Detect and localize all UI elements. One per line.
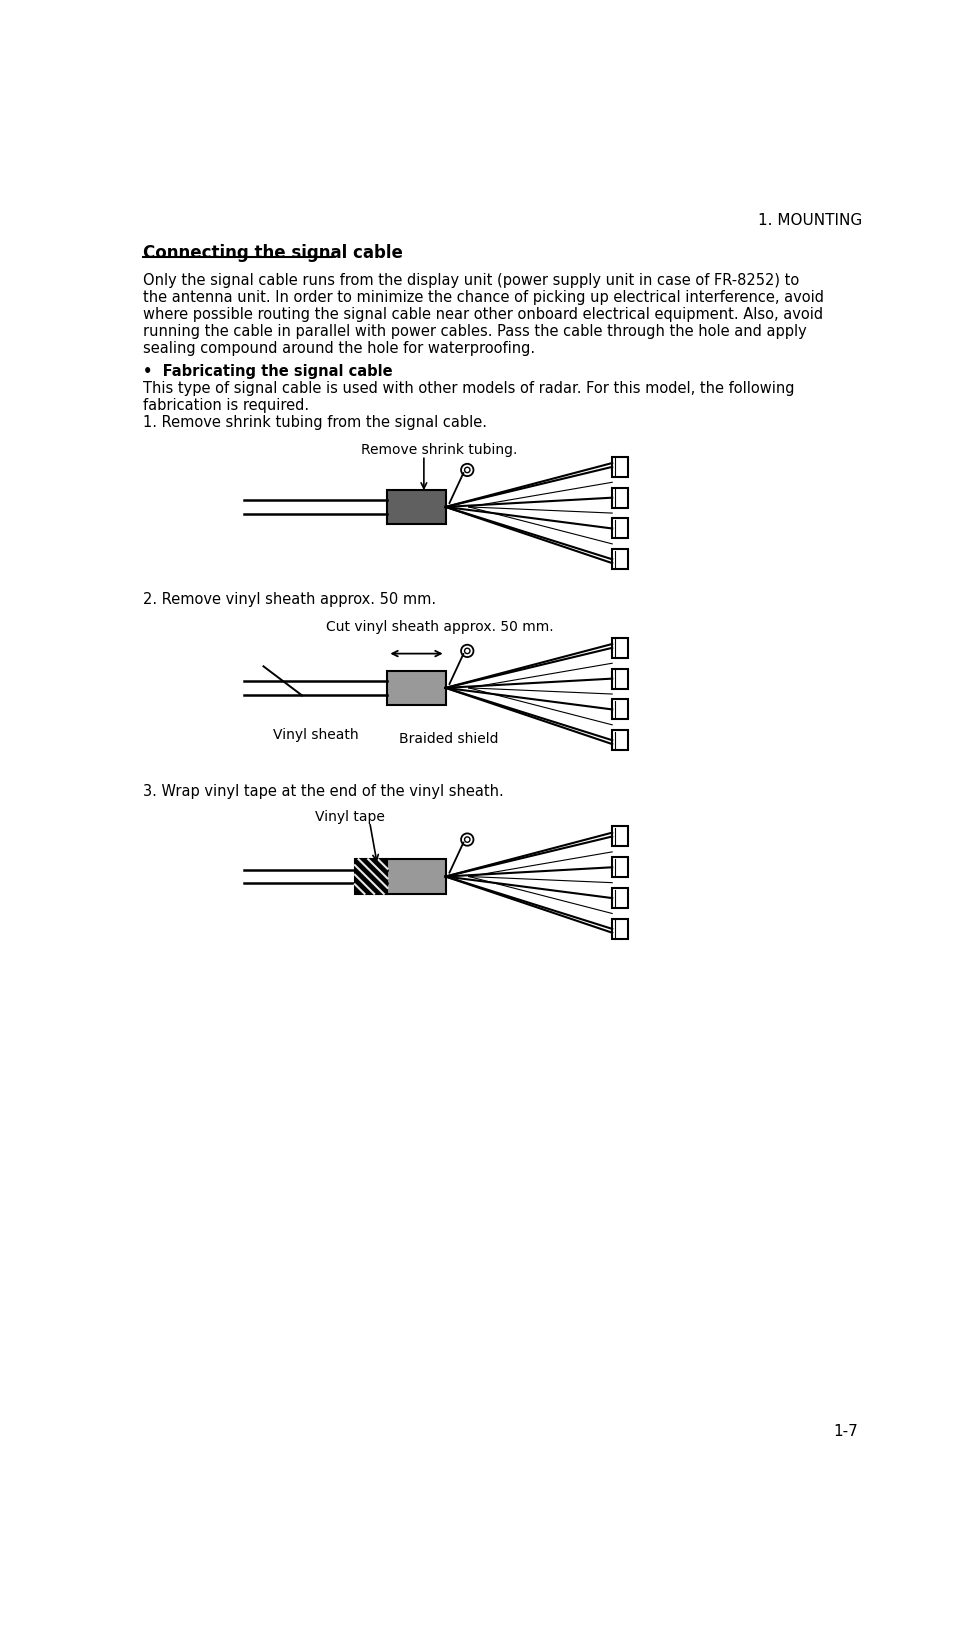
Text: the antenna unit. In order to minimize the chance of picking up electrical inter: the antenna unit. In order to minimize t… (143, 290, 824, 305)
Text: 1-7: 1-7 (833, 1425, 858, 1439)
Text: Cut vinyl sheath approx. 50 mm.: Cut vinyl sheath approx. 50 mm. (326, 620, 554, 635)
Text: where possible routing the signal cable near other onboard electrical equipment.: where possible routing the signal cable … (143, 307, 823, 322)
Bar (612, 550, 628, 570)
Text: Vinyl sheath: Vinyl sheath (272, 728, 358, 743)
Bar (387, 858, 446, 894)
Text: 1. MOUNTING: 1. MOUNTING (758, 212, 862, 228)
Text: 2. Remove vinyl sheath approx. 50 mm.: 2. Remove vinyl sheath approx. 50 mm. (143, 592, 437, 607)
Text: Braided shield: Braided shield (399, 731, 498, 746)
Bar (612, 488, 628, 508)
Bar (612, 700, 628, 720)
Text: Connecting the signal cable: Connecting the signal cable (143, 243, 403, 261)
Bar (612, 730, 628, 751)
Bar (355, 858, 387, 894)
Text: This type of signal cable is used with other models of radar. For this model, th: This type of signal cable is used with o… (143, 380, 795, 395)
Bar (387, 490, 446, 524)
Text: sealing compound around the hole for waterproofing.: sealing compound around the hole for wat… (143, 341, 535, 356)
Bar (612, 826, 628, 847)
Bar (612, 888, 628, 907)
Text: Remove shrink tubing.: Remove shrink tubing. (361, 442, 518, 457)
Text: Only the signal cable runs from the display unit (power supply unit in case of F: Only the signal cable runs from the disp… (143, 273, 800, 287)
Bar (612, 638, 628, 658)
Text: Vinyl tape: Vinyl tape (315, 809, 385, 824)
Bar (612, 919, 628, 938)
Bar (612, 669, 628, 689)
Bar (612, 857, 628, 878)
Text: running the cable in parallel with power cables. Pass the cable through the hole: running the cable in parallel with power… (143, 323, 807, 339)
Text: 3. Wrap vinyl tape at the end of the vinyl sheath.: 3. Wrap vinyl tape at the end of the vin… (143, 783, 504, 800)
Bar (387, 671, 446, 705)
Text: fabrication is required.: fabrication is required. (143, 398, 309, 413)
Text: 1. Remove shrink tubing from the signal cable.: 1. Remove shrink tubing from the signal … (143, 415, 487, 429)
Bar (612, 519, 628, 539)
Text: •  Fabricating the signal cable: • Fabricating the signal cable (143, 364, 393, 379)
Bar (612, 457, 628, 477)
